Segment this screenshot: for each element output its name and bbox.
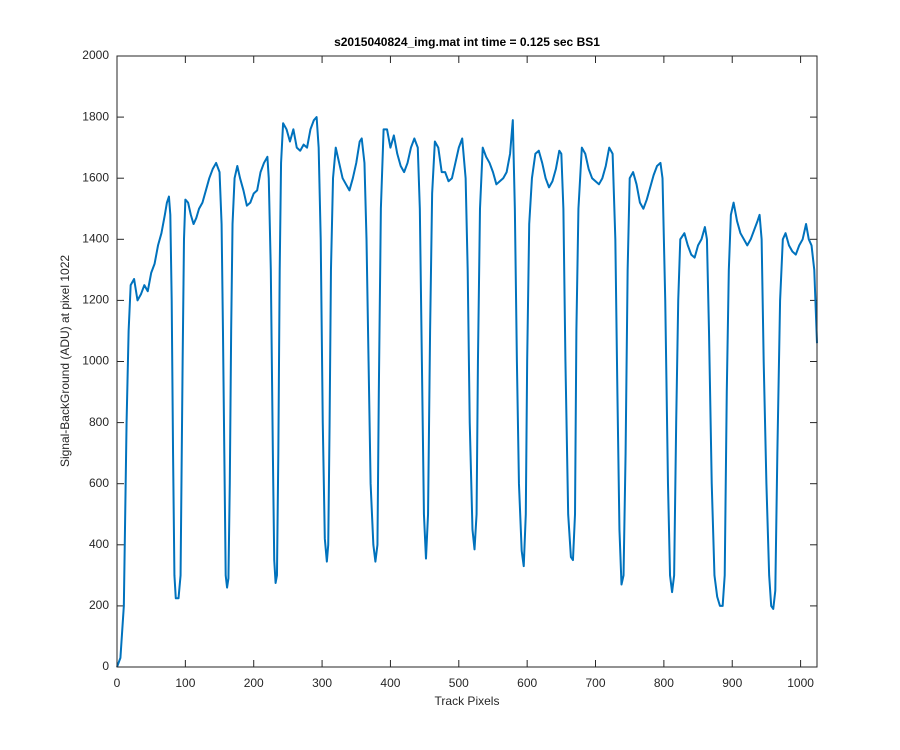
y-tick-label: 1000: [82, 354, 109, 368]
y-tick-label: 0: [102, 659, 109, 673]
y-tick-label: 200: [89, 598, 109, 612]
x-tick-label: 100: [175, 676, 195, 690]
x-tick-label: 400: [380, 676, 400, 690]
x-tick-label: 800: [654, 676, 674, 690]
y-tick-label: 2000: [82, 48, 109, 62]
x-tick-label: 600: [517, 676, 537, 690]
chart-title: s2015040824_img.mat int time = 0.125 sec…: [334, 35, 600, 49]
data-line: [116, 116, 818, 668]
x-tick-label: 200: [244, 676, 264, 690]
y-tick-label: 800: [89, 415, 109, 429]
x-tick-label: 500: [449, 676, 469, 690]
x-tick-label: 700: [586, 676, 606, 690]
plot-frame: [116, 55, 818, 668]
y-tick-label: 1400: [82, 231, 109, 245]
x-tick-label: 0: [114, 676, 121, 690]
y-tick-label: 1800: [82, 109, 109, 123]
x-tick-label: 900: [722, 676, 742, 690]
x-axis-label: Track Pixels: [435, 694, 500, 708]
y-tick-label: 1200: [82, 293, 109, 307]
y-axis-label: Signal-BackGround (ADU) at pixel 1022: [58, 255, 72, 467]
y-tick-label: 400: [89, 537, 109, 551]
x-tick-label: 1000: [787, 676, 814, 690]
y-tick-label: 600: [89, 476, 109, 490]
x-tick-label: 300: [312, 676, 332, 690]
y-tick-label: 1600: [82, 170, 109, 184]
